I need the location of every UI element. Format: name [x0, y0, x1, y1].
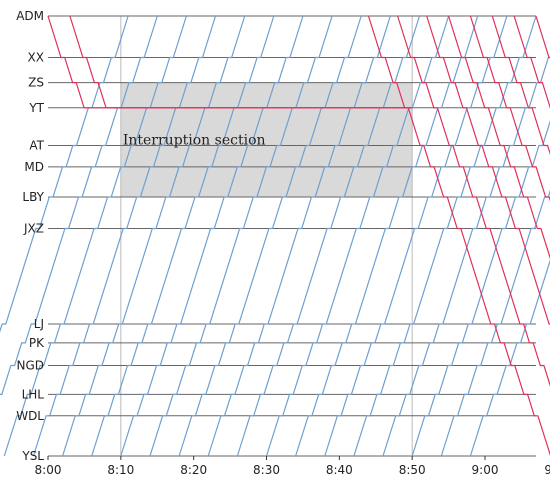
time-label: 8:40	[326, 463, 353, 477]
station-label: PK	[29, 336, 45, 350]
up-train-line	[3, 15, 187, 457]
time-label: 8:20	[180, 463, 207, 477]
station-label: JXZ	[23, 221, 44, 235]
time-label: 8:50	[399, 463, 426, 477]
up-train-line	[382, 56, 550, 457]
up-train-line	[0, 15, 129, 333]
up-train-line	[91, 15, 275, 457]
up-train-line	[32, 15, 217, 457]
down-train-line	[397, 15, 550, 387]
station-label: LHL	[22, 387, 45, 401]
time-label: 8:00	[35, 463, 62, 477]
up-train-line	[0, 15, 158, 395]
station-label: LBY	[22, 190, 44, 204]
up-train-line	[207, 15, 391, 457]
station-label: LJ	[34, 317, 44, 331]
up-train-line	[178, 15, 362, 457]
down-train-lines	[47, 15, 550, 457]
station-label: AT	[29, 138, 44, 152]
down-train-line	[426, 15, 550, 325]
up-train-line	[149, 15, 333, 457]
up-train-line	[62, 15, 246, 457]
down-train-line	[469, 15, 550, 202]
station-label: ZS	[28, 76, 44, 90]
interruption-label: Interruption section	[123, 132, 266, 148]
down-train-line	[491, 15, 550, 156]
down-train-line	[367, 15, 550, 457]
up-train-line	[236, 15, 421, 457]
down-train-line	[448, 15, 550, 260]
time-label: 8:30	[253, 463, 280, 477]
up-train-line	[324, 15, 508, 457]
time-label: 8:10	[107, 463, 134, 477]
up-train-line	[295, 15, 479, 457]
station-label: ADM	[16, 9, 44, 23]
station-label: WDL	[16, 409, 44, 423]
station-label: MD	[24, 160, 44, 174]
up-train-line	[265, 15, 450, 457]
interruption-layer	[120, 16, 413, 456]
up-train-lines	[0, 15, 550, 457]
up-train-line	[120, 15, 304, 457]
station-label: YT	[28, 101, 44, 115]
up-train-line	[469, 258, 550, 457]
time-label: 9:00	[472, 463, 499, 477]
up-train-line	[353, 15, 537, 457]
station-label: XX	[28, 50, 44, 64]
down-train-line	[69, 15, 413, 109]
station-label: YSL	[21, 449, 44, 463]
down-train-line	[47, 15, 413, 109]
interruption-section	[120, 82, 413, 198]
down-train-line	[513, 15, 550, 109]
station-label: NGD	[16, 358, 44, 372]
up-train-line	[440, 189, 550, 457]
time-label: 9:10	[544, 463, 550, 477]
